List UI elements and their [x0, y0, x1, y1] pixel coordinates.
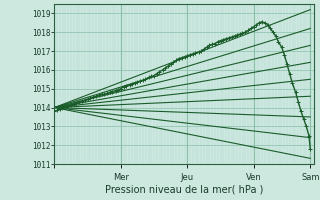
X-axis label: Pression niveau de la mer( hPa ): Pression niveau de la mer( hPa ) — [105, 185, 263, 195]
